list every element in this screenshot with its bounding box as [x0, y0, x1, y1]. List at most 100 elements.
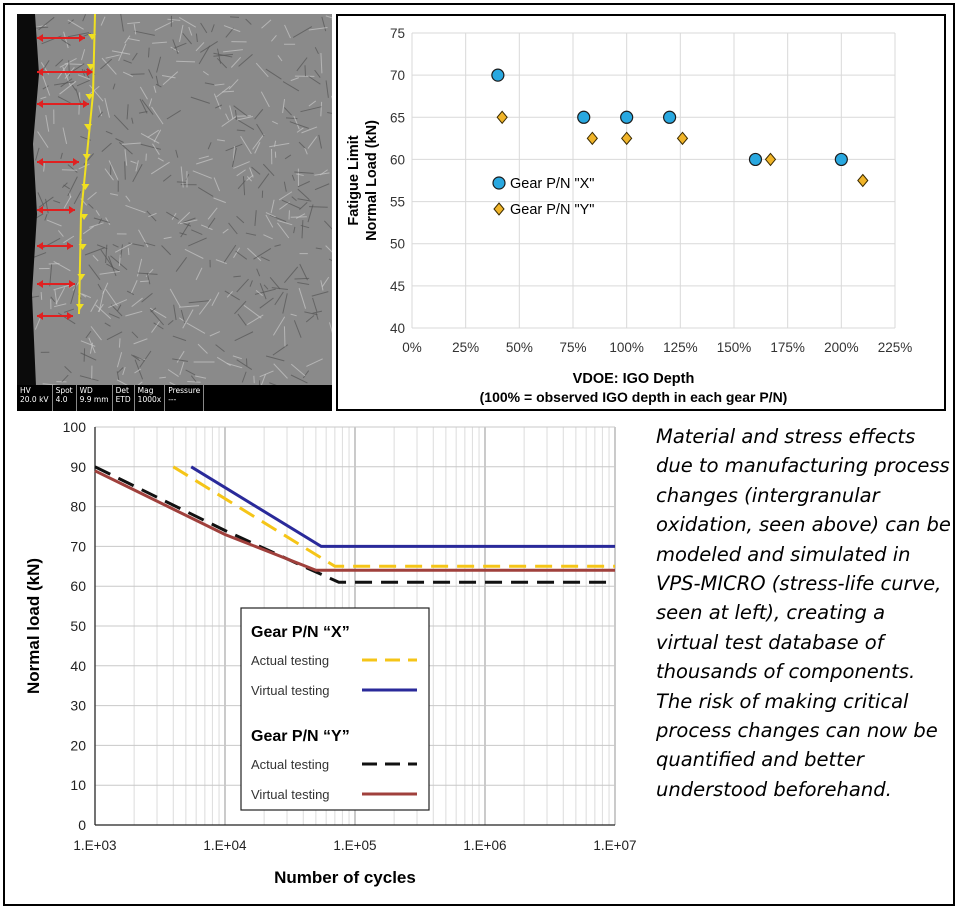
grain-line: [232, 146, 235, 162]
arrow-head: [37, 312, 43, 320]
grain-line: [224, 290, 240, 301]
bottom-x-tick-label: 1.E+04: [203, 838, 247, 853]
databar-cell: HV 20.0 kV: [17, 385, 53, 411]
bottom-x-tick-label: 1.E+05: [333, 838, 376, 853]
top-point-gear-y: [676, 131, 689, 146]
grain-line: [70, 283, 78, 305]
stress-life-curve: [94, 469, 615, 572]
grain-line: [254, 108, 264, 120]
grain-line: [54, 81, 75, 86]
grain-line: [290, 363, 306, 377]
grain-line: [157, 157, 164, 162]
grain-line: [281, 199, 301, 209]
top-x-axis-label: VDOE: IGO Depth: [573, 371, 695, 387]
grain-line: [223, 49, 243, 53]
grain-line: [229, 105, 234, 120]
top-x-tick-label: 50%: [506, 340, 533, 355]
grain-line: [133, 23, 137, 35]
grain-line: [127, 38, 140, 42]
grain-line: [217, 48, 222, 64]
arrow-head: [37, 100, 43, 108]
grain-line: [90, 299, 99, 313]
grain-line: [101, 57, 117, 75]
grain-line: [61, 374, 69, 383]
grain-line: [214, 83, 225, 86]
grain-line: [125, 195, 131, 202]
top-x-tick-label: 200%: [824, 340, 859, 355]
bottom-legend: Gear P/N “X” Actual testing Virtual testin…: [240, 607, 430, 811]
databar-label: WD: [79, 386, 93, 395]
arrow-head: [87, 68, 93, 76]
bottom-y-tick-label: 70: [70, 538, 86, 554]
grain-line: [64, 366, 72, 374]
grain-line: [195, 267, 203, 281]
grain-line: [259, 297, 274, 309]
grain-line: [251, 166, 261, 175]
grain-line: [308, 100, 317, 107]
bottom-y-tick-label: 10: [70, 777, 86, 793]
grain-line: [120, 244, 123, 259]
grain-line: [97, 111, 103, 118]
grain-line: [282, 99, 286, 114]
grain-line: [214, 104, 223, 109]
grain-line: [55, 287, 66, 305]
grain-line: [133, 30, 155, 36]
grain-line: [269, 276, 281, 290]
grain-line: [236, 116, 253, 121]
grain-line: [112, 244, 119, 248]
grain-line: [149, 309, 164, 326]
grain-line: [236, 278, 249, 293]
top-x-tick-label: 25%: [452, 340, 479, 355]
grain-line: [307, 136, 318, 149]
grain-line: [148, 69, 154, 79]
grain-line: [43, 163, 46, 172]
grain-line: [38, 16, 55, 31]
grain-line: [148, 98, 153, 107]
grain-line: [225, 113, 230, 121]
grain-line: [231, 147, 237, 168]
grain-line: [163, 236, 172, 240]
grain-line: [272, 120, 279, 125]
grain-line: [89, 84, 104, 102]
bottom-x-tick-label: 1.E+06: [463, 838, 506, 853]
grain-line: [77, 74, 91, 80]
bottom-legend-box: [240, 607, 430, 811]
grain-line: [96, 244, 108, 250]
databar-label: Spot: [55, 386, 73, 395]
bottom-y-tick-label: 40: [70, 658, 86, 674]
grain-line: [234, 331, 254, 342]
grain-line: [233, 275, 241, 278]
grain-line: [123, 59, 132, 64]
grain-line: [117, 367, 124, 374]
grain-line: [237, 115, 251, 117]
grain-line: [88, 203, 94, 209]
grain-line: [236, 359, 253, 371]
grain-line: [152, 41, 167, 44]
grain-line: [176, 350, 185, 363]
grain-line: [296, 57, 308, 72]
grain-line: [139, 86, 148, 100]
grain-line: [213, 177, 221, 192]
grain-line: [234, 300, 247, 315]
grain-line: [118, 338, 121, 348]
grain-line: [270, 199, 275, 214]
grain-line: [195, 33, 198, 43]
grain-line: [76, 79, 90, 87]
grain-line: [95, 210, 100, 216]
grain-line: [200, 224, 213, 231]
grain-line: [118, 254, 121, 266]
grain-line: [328, 258, 332, 262]
grain-line: [312, 310, 323, 314]
grain-line: [197, 343, 208, 354]
grain-line: [191, 229, 203, 236]
specimen-edge: [17, 14, 39, 386]
grain-line: [120, 14, 124, 32]
grain-line: [63, 195, 72, 209]
grain-line: [249, 280, 253, 287]
grain-line: [228, 222, 238, 235]
grain-line: [42, 76, 51, 96]
grain-line: [89, 342, 94, 354]
arrow-head: [37, 242, 43, 250]
grain-line: [301, 220, 304, 239]
grain-line: [216, 139, 225, 142]
